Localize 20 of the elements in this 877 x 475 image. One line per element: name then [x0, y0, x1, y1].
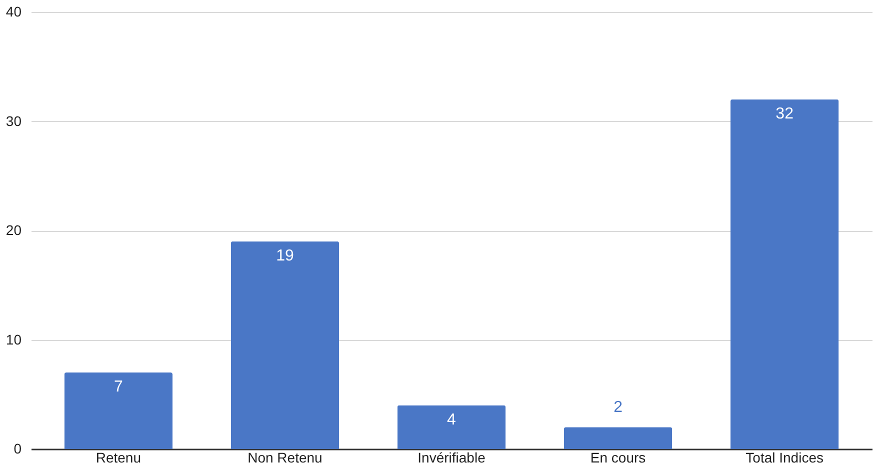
y-tick-label: 0: [14, 440, 22, 456]
x-tick-label: En cours: [590, 450, 646, 466]
x-tick-label: Invérifiable: [418, 450, 486, 466]
x-tick-label: Non Retenu: [248, 450, 322, 466]
data-label: 4: [447, 411, 456, 428]
bar: [730, 99, 839, 449]
bar: [230, 241, 340, 449]
x-tick-label: Retenu: [96, 450, 142, 466]
data-label: 2: [614, 399, 623, 416]
data-label: 7: [114, 378, 123, 396]
y-tick-label: 30: [6, 112, 22, 129]
data-label: 19: [276, 247, 294, 264]
y-tick-label: 40: [6, 4, 22, 20]
bar: [564, 427, 672, 449]
data-label: 32: [776, 105, 794, 122]
y-tick-label: 20: [6, 222, 22, 238]
bar: [64, 372, 173, 449]
y-tick-label: 10: [6, 331, 22, 348]
x-tick-label: Total Indices: [746, 450, 824, 466]
bar: [397, 405, 506, 449]
